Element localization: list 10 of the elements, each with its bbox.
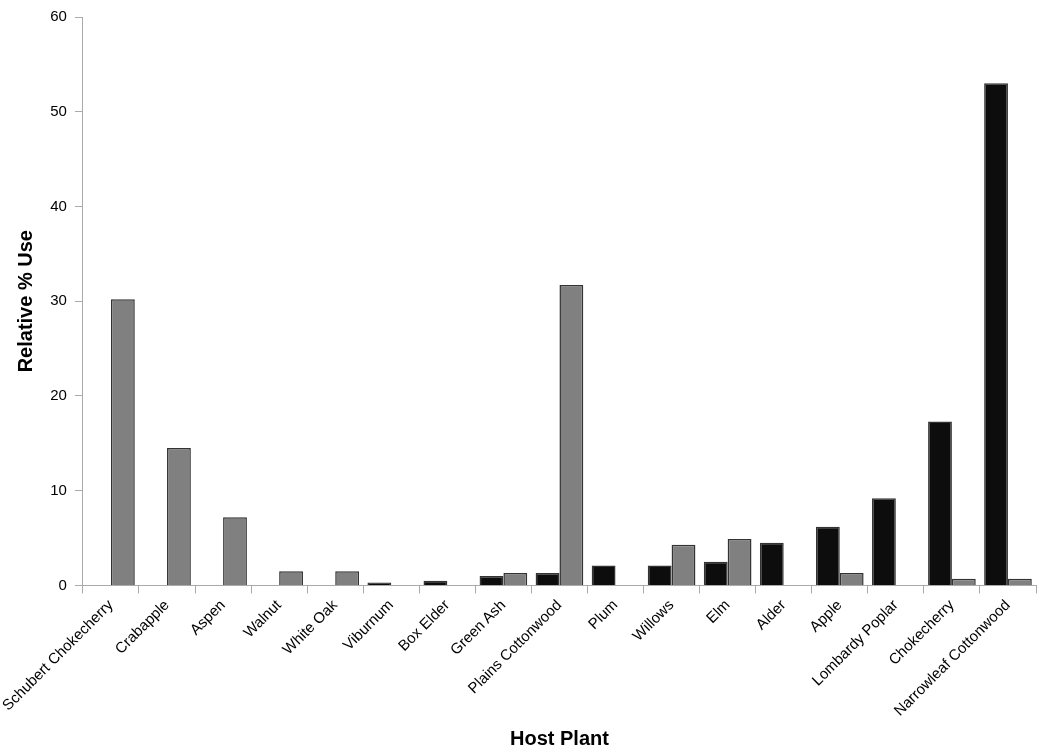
y-axis-title: Relative % Use [13,230,36,373]
y-tick-label: 30 [50,291,67,309]
y-tick-label: 60 [50,7,67,25]
x-axis-title: Host Plant [510,726,610,749]
y-tick-label: 40 [50,196,67,214]
y-tick-label: 10 [50,480,67,498]
x-tick-label: Elm [702,595,733,627]
y-tick-label: 0 [58,575,67,593]
y-tick-label: 20 [50,386,67,404]
y-tick-label: 50 [50,101,67,119]
